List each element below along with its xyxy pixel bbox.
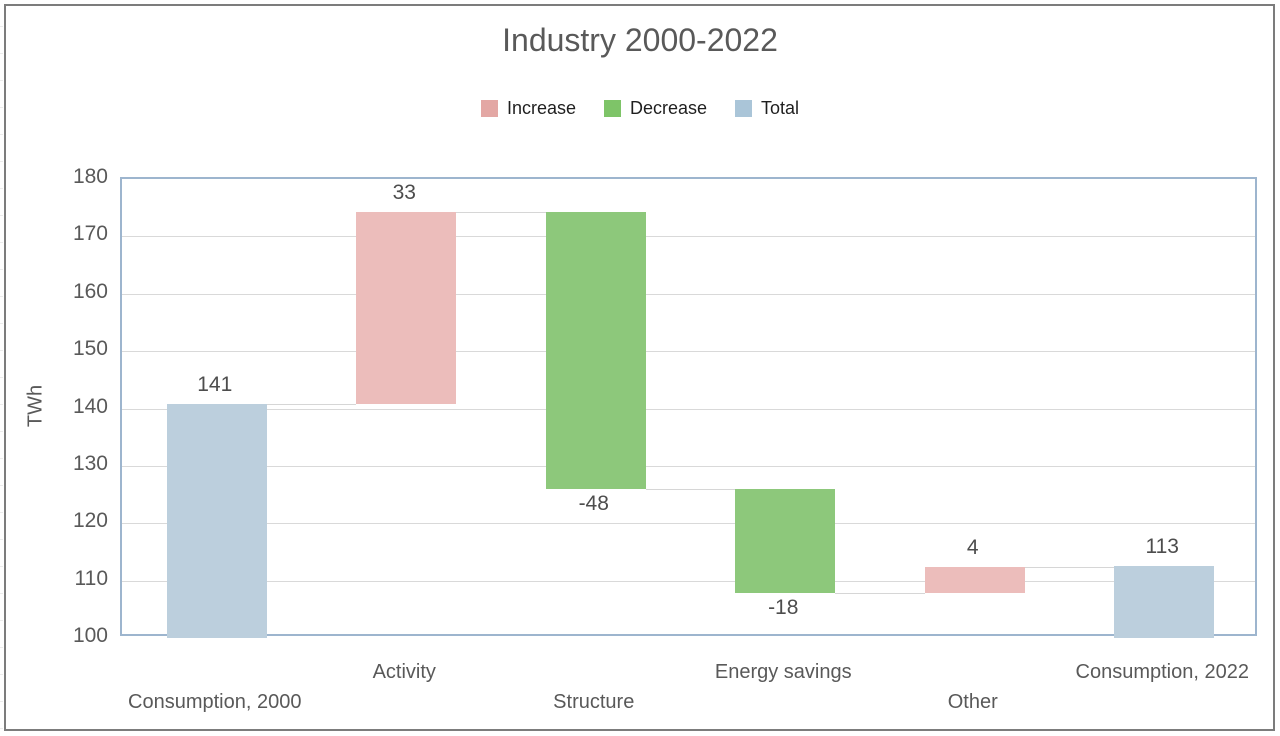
gridline-130: [122, 465, 1255, 467]
legend-label: Decrease: [629, 98, 708, 118]
gridline-120: [122, 523, 1255, 525]
bar-decrease-energy-savings: [735, 488, 836, 593]
waterfall-connector: [1024, 566, 1115, 568]
waterfall-connector: [645, 488, 736, 490]
legend-swatch-total: [735, 100, 753, 117]
gridline-170: [122, 236, 1255, 238]
x-axis-label-other: Other: [947, 691, 998, 713]
bar-total-consumption-2000: [166, 403, 267, 638]
bar-increase-activity: [356, 212, 457, 404]
x-axis-label-consumption-2022: Consumption, 2022: [1075, 661, 1249, 683]
chart-title: Industry 2000-2022: [502, 22, 778, 58]
bar-value-label: -48: [578, 491, 609, 515]
y-tick-label-120: 120: [72, 509, 108, 533]
legend-swatch-increase: [480, 100, 498, 117]
bar-value-label: 141: [197, 372, 233, 396]
gridline-110: [122, 580, 1255, 582]
chart-legend: Increase Decrease Total: [0, 98, 1280, 119]
y-tick-label-180: 180: [72, 165, 108, 188]
legend-label: Increase: [506, 98, 576, 118]
x-axis-label-energy-savings: Energy savings: [714, 661, 852, 683]
y-tick-label-140: 140: [72, 394, 108, 418]
bar-value-label: 33: [392, 181, 416, 205]
bar-value-label: 4: [966, 535, 979, 559]
legend-item-increase: Increase: [480, 98, 576, 119]
waterfall-connector: [266, 403, 357, 405]
y-tick-label-110: 110: [74, 566, 108, 590]
bar-value-label: -18: [768, 595, 799, 619]
waterfall-connector: [835, 592, 925, 594]
bar-increase-other: [924, 566, 1025, 593]
y-tick-label-150: 150: [72, 337, 108, 361]
plot-area: [120, 177, 1257, 638]
y-tick-label-160: 160: [72, 279, 108, 303]
y-tick-label-170: 170: [72, 222, 108, 246]
legend-label: Total: [761, 98, 800, 118]
gridline-150: [122, 351, 1255, 353]
bar-total-consumption-2022: [1114, 565, 1215, 638]
x-axis-label-structure: Structure: [553, 691, 635, 713]
waterfall-connector: [456, 212, 546, 214]
bar-value-label: 113: [1145, 534, 1179, 558]
legend-item-decrease: Decrease: [603, 98, 708, 119]
gridline-160: [122, 293, 1255, 295]
y-tick-label-130: 130: [72, 451, 108, 475]
x-axis-label-consumption-2000: Consumption, 2000: [128, 691, 302, 713]
x-axis-label-activity: Activity: [372, 661, 436, 683]
gridline-140: [122, 408, 1255, 410]
legend-item-total: Total: [735, 98, 799, 119]
bar-decrease-structure: [545, 212, 646, 489]
legend-swatch-decrease: [603, 100, 621, 117]
spreadsheet-edge-gridlines: [0, 0, 3, 736]
y-tick-label-100: 100: [72, 624, 108, 647]
